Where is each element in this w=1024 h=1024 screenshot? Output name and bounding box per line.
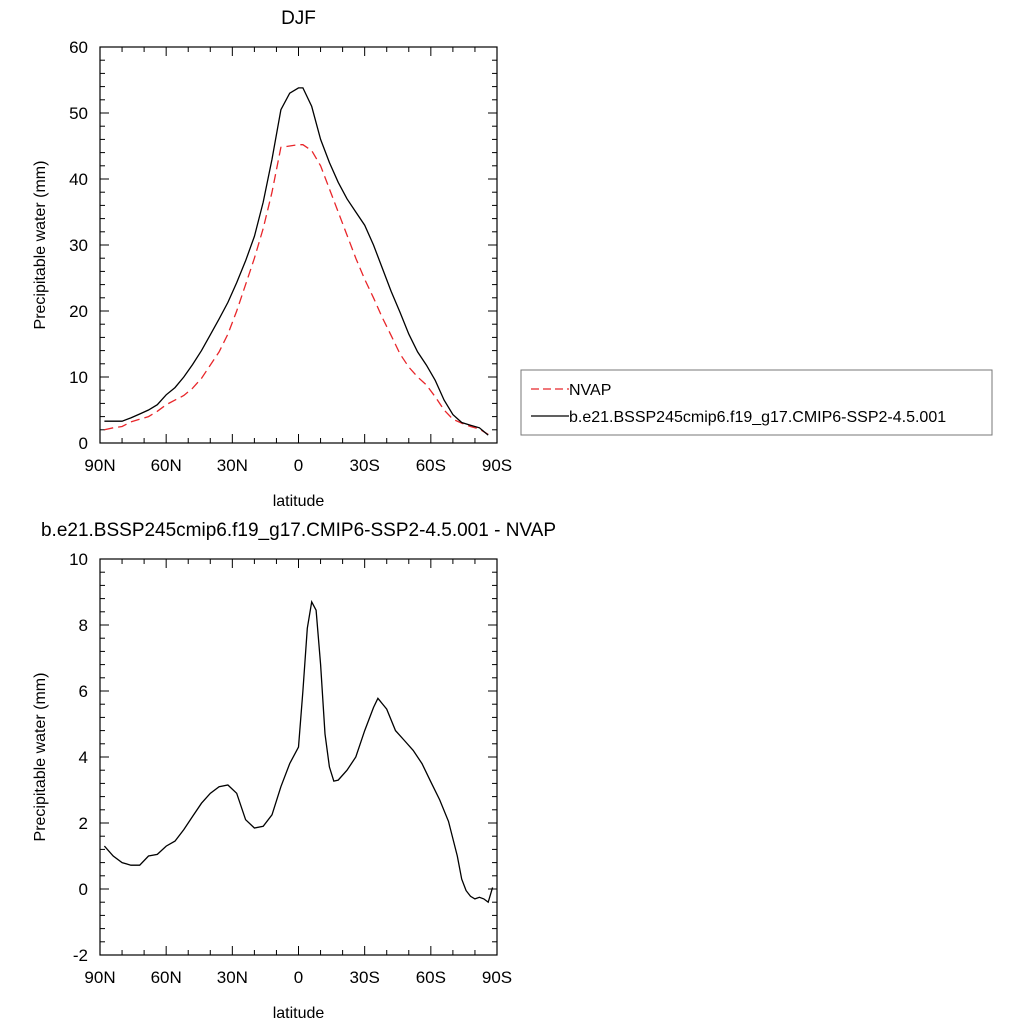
nvap-series-line	[104, 144, 489, 435]
y-tick-label: 50	[69, 104, 88, 123]
chart-title-1: DJF	[281, 8, 316, 29]
y-tick-label: 40	[69, 170, 88, 189]
difference-series-line	[103, 599, 494, 904]
x-tick-label: 90N	[84, 968, 115, 987]
x-tick-label: 30N	[217, 968, 248, 987]
y-tick-label: 8	[79, 616, 88, 635]
x-tick-label: 60N	[151, 456, 182, 475]
y-tick-label: 20	[69, 302, 88, 321]
x-tick-label: 30S	[350, 456, 380, 475]
x-axis-label: latitude	[273, 1005, 325, 1022]
legend-label-nvap: NVAP	[569, 382, 611, 399]
legend-box	[520, 369, 993, 436]
y-axis-label: Precipitable water (mm)	[32, 673, 49, 842]
y-tick-label: 0	[79, 434, 88, 453]
y-axis-label: Precipitable water (mm)	[32, 161, 49, 330]
x-tick-label: 30N	[217, 456, 248, 475]
chart-title-2: b.e21.BSSP245cmip6.f19_g17.CMIP6-SSP2-4.…	[41, 520, 556, 541]
y-tick-label: 10	[69, 368, 88, 387]
y-tick-label: 2	[79, 814, 88, 833]
x-tick-label: 90S	[482, 968, 512, 987]
x-tick-label: 60S	[416, 968, 446, 987]
y-tick-label: 4	[79, 748, 88, 767]
x-tick-label: 30S	[350, 968, 380, 987]
x-tick-label: 60N	[151, 968, 182, 987]
x-tick-label: 90N	[84, 456, 115, 475]
x-axis-label: latitude	[273, 493, 325, 510]
y-tick-label: 6	[79, 682, 88, 701]
plot-frame-2	[99, 558, 498, 956]
y-tick-label: 10	[69, 550, 88, 569]
x-tick-label: 0	[294, 968, 303, 987]
x-tick-label: 0	[294, 456, 303, 475]
y-tick-label: 0	[79, 880, 88, 899]
y-tick-label: -2	[73, 946, 88, 965]
x-tick-label: 90S	[482, 456, 512, 475]
x-tick-label: 60S	[416, 456, 446, 475]
model-series-line	[104, 87, 489, 436]
y-tick-label: 30	[69, 236, 88, 255]
legend-label-model: b.e21.BSSP245cmip6.f19_g17.CMIP6-SSP2-4.…	[569, 409, 946, 426]
y-tick-label: 60	[69, 38, 88, 57]
plot-frame-1	[99, 46, 498, 444]
